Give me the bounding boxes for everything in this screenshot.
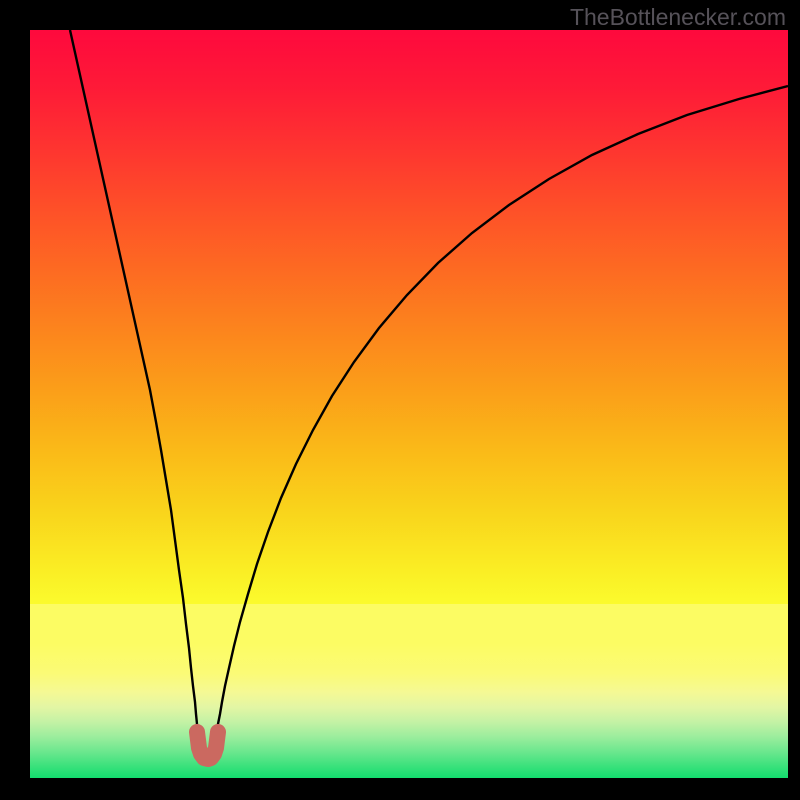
chart-plot-area — [30, 30, 788, 778]
watermark-link[interactable]: TheBottlenecker.com — [570, 4, 786, 31]
squiggle-marker — [197, 732, 218, 759]
curve-right — [217, 86, 788, 732]
chart-root: TheBottlenecker.com — [0, 0, 800, 800]
curve-left — [70, 30, 198, 732]
chart-curves-layer — [30, 30, 788, 778]
